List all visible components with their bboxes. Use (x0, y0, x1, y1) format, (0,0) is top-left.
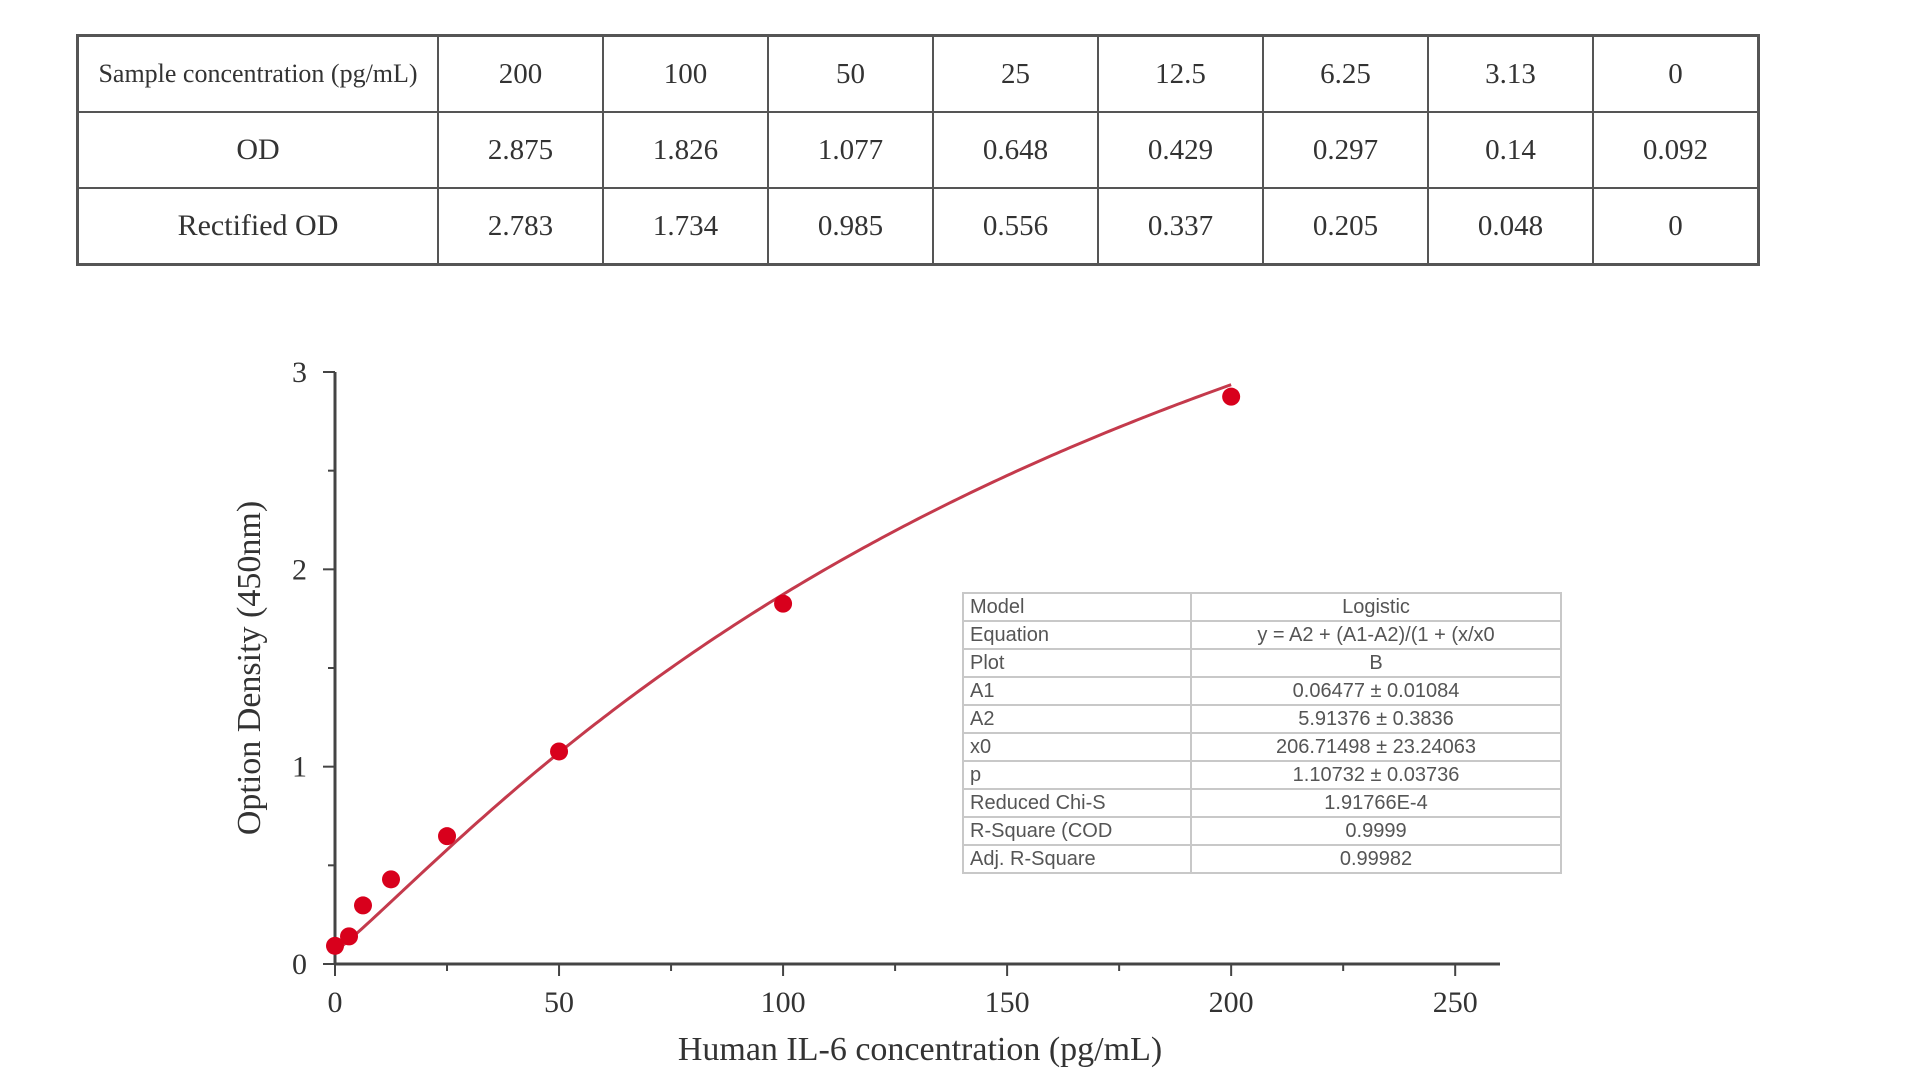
data-point (354, 896, 373, 915)
fit-param-value: 0.06477 ± 0.01084 (1190, 676, 1562, 706)
chart-ticks: 0 50 100 150 200 250 0 1 2 3 (292, 356, 1478, 1019)
fit-table-row: Reduced Chi-S 1.91766E-4 (962, 788, 1562, 818)
fit-table-row: Model Logistic (962, 592, 1562, 622)
fit-table-row: p 1.10732 ± 0.03736 (962, 760, 1562, 790)
x-tick-label: 250 (1433, 986, 1478, 1019)
od-data-table: Sample concentration (pg/mL) 200 100 50 25 12… (76, 34, 1760, 266)
table-cell: 1.734 (602, 187, 769, 266)
fit-param-name: R-Square (COD (962, 816, 1192, 846)
fit-param-name: Model (962, 592, 1192, 622)
data-point (326, 936, 344, 955)
fit-param-value: Logistic (1190, 592, 1562, 622)
table-cell: 0.205 (1262, 187, 1429, 266)
x-tick-label: 200 (1209, 986, 1254, 1019)
x-tick-label: 150 (985, 986, 1030, 1019)
fit-param-name: x0 (962, 732, 1192, 762)
fit-param-name: Equation (962, 620, 1192, 650)
data-point (1222, 387, 1241, 406)
fit-param-name: Reduced Chi-S (962, 788, 1192, 818)
table-cell: 0.556 (932, 187, 1099, 266)
table-row: OD 2.875 1.826 1.077 0.648 0.429 0.297 0.14 0.09… (76, 111, 1760, 189)
fit-table-row: R-Square (COD 0.9999 (962, 816, 1562, 846)
fit-param-value: 206.71498 ± 23.24063 (1190, 732, 1562, 762)
fit-param-value: 5.91376 ± 0.3836 (1190, 704, 1562, 734)
table-cell: 2.875 (437, 111, 604, 189)
row-header: Sample concentration (pg/mL) (76, 34, 439, 113)
fit-param-value: 0.9999 (1190, 816, 1562, 846)
table-cell: 0.092 (1592, 111, 1760, 189)
y-axis-title: Option Density (450nm) (231, 501, 268, 835)
fit-param-value: B (1190, 648, 1562, 678)
data-point (340, 927, 359, 946)
table-cell: 0.337 (1097, 187, 1264, 266)
fit-param-name: p (962, 760, 1192, 790)
x-tick-label: 50 (544, 986, 574, 1019)
table-cell: 1.826 (602, 111, 769, 189)
fit-param-value: 1.10732 ± 0.03736 (1190, 760, 1562, 790)
table-cell: 1.077 (767, 111, 934, 189)
fit-param-name: Adj. R-Square (962, 844, 1192, 874)
table-cell: 12.5 (1097, 34, 1264, 113)
table-cell: 0 (1592, 34, 1760, 113)
fit-table-row: A1 0.06477 ± 0.01084 (962, 676, 1562, 706)
fit-param-value: y = A2 + (A1-A2)/(1 + (x/x0 (1190, 620, 1562, 650)
y-tick-label: 2 (292, 553, 307, 586)
table-cell: 50 (767, 34, 934, 113)
table-cell: 2.783 (437, 187, 604, 266)
fit-table-row: Adj. R-Square 0.99982 (962, 844, 1562, 874)
data-point (438, 827, 457, 846)
table-cell: 25 (932, 34, 1099, 113)
fit-param-value: 1.91766E-4 (1190, 788, 1562, 818)
table-cell: 0.14 (1427, 111, 1594, 189)
table-cell: 0.985 (767, 187, 934, 266)
fit-param-value: 0.99982 (1190, 844, 1562, 874)
table-cell: 100 (602, 34, 769, 113)
data-point (550, 742, 569, 761)
x-axis-title: Human IL-6 concentration (pg/mL) (678, 1031, 1162, 1068)
table-cell: 0.048 (1427, 187, 1594, 266)
fit-curve (334, 383, 1232, 953)
table-cell: 6.25 (1262, 34, 1429, 113)
y-tick-label: 0 (292, 948, 307, 981)
table-cell: 200 (437, 34, 604, 113)
table-row: Rectified OD 2.783 1.734 0.985 0.556 0.337 0.2… (76, 187, 1760, 266)
row-header: OD (76, 111, 439, 189)
data-points (326, 387, 1241, 955)
table-cell: 0.297 (1262, 111, 1429, 189)
fit-parameters-table: Model Logistic Equation y = A2 + (A1-A2)/(1… (962, 592, 1562, 874)
row-header: Rectified OD (76, 187, 439, 266)
table-cell: 0 (1592, 187, 1760, 266)
data-point (382, 870, 401, 889)
y-tick-label: 3 (292, 356, 307, 389)
table-cell: 3.13 (1427, 34, 1594, 113)
x-tick-label: 100 (761, 986, 806, 1019)
fit-param-name: A1 (962, 676, 1192, 706)
y-tick-label: 1 (292, 751, 307, 784)
fit-table-row: Plot B (962, 648, 1562, 678)
table-row: Sample concentration (pg/mL) 200 100 50 25 12… (76, 34, 1760, 113)
data-point (774, 594, 793, 613)
fit-table-row: A2 5.91376 ± 0.3836 (962, 704, 1562, 734)
table-cell: 0.429 (1097, 111, 1264, 189)
fit-table-row: Equation y = A2 + (A1-A2)/(1 + (x/x0 (962, 620, 1562, 650)
fit-table-row: x0 206.71498 ± 23.24063 (962, 732, 1562, 762)
fit-param-name: Plot (962, 648, 1192, 678)
fit-param-name: A2 (962, 704, 1192, 734)
table-cell: 0.648 (932, 111, 1099, 189)
x-tick-label: 0 (328, 986, 343, 1019)
